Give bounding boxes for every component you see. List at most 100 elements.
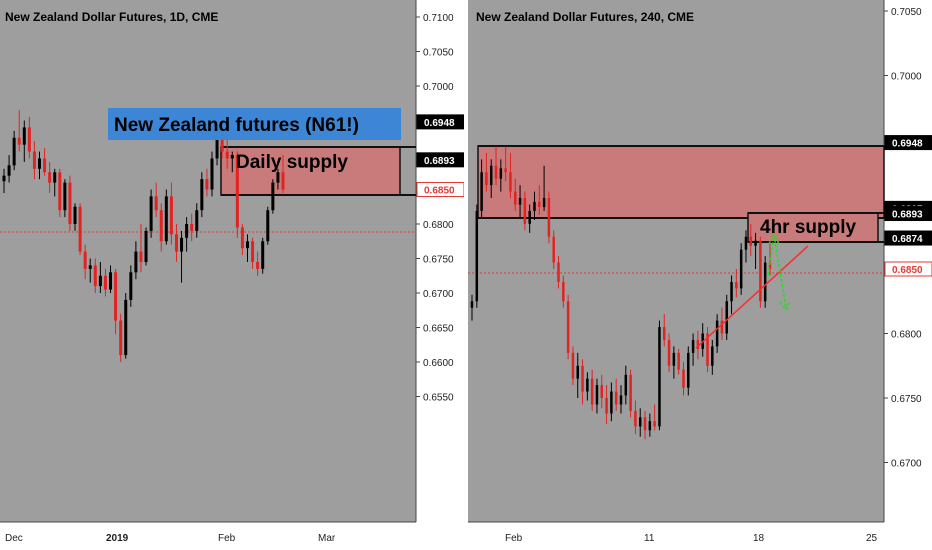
candle-body (744, 236, 748, 250)
candle (687, 346, 690, 396)
time-label-mar: Mar (318, 533, 336, 544)
price-tick-label: 0.6700 (891, 459, 922, 470)
candle-body (174, 234, 178, 252)
arrow-head-down (779, 300, 791, 312)
price-badge-label: 0.6893 (424, 156, 455, 167)
candle (200, 172, 204, 218)
candle (93, 258, 97, 293)
candle (763, 256, 767, 308)
candle (586, 372, 589, 401)
chart-panel-4h: 0.7050 0.7000 0.6800 0.6750 0.6700 New Zeala… (468, 0, 932, 550)
n61-label: New Zealand futures (N61!) (114, 115, 359, 136)
candle (63, 179, 67, 218)
candle (195, 203, 199, 238)
price-badge (884, 206, 932, 222)
time-label-feb: Feb (505, 533, 523, 544)
candle-body (475, 210, 479, 302)
daily-supply-zone (477, 145, 885, 219)
candle (677, 348, 680, 375)
price-tick-label: 0.7050 (423, 48, 454, 59)
candle (48, 161, 52, 193)
candle-body (124, 299, 128, 356)
chart-title: New Zealand Dollar Futures, 1D, CME (5, 10, 218, 24)
candle-body (509, 172, 512, 192)
time-axis (0, 522, 416, 550)
candle (205, 168, 209, 197)
candle-body (586, 378, 589, 392)
candle-body (53, 172, 57, 183)
candle-body (571, 352, 575, 379)
candle-body (78, 206, 82, 252)
candle (739, 243, 743, 295)
candle-body (663, 327, 666, 340)
candle (281, 155, 285, 193)
candle-body (715, 320, 719, 347)
candle-body (190, 224, 194, 231)
candle-body (139, 251, 143, 262)
candle-body (629, 374, 632, 411)
price-badge-label: 0.6850 (892, 265, 923, 276)
candle-body (7, 165, 11, 176)
chart-title: New Zealand Dollar Futures, 240, CME (476, 10, 694, 24)
candle-body (763, 262, 767, 302)
candle-body (523, 198, 527, 224)
candle-body (149, 196, 153, 231)
candle-body (22, 127, 26, 145)
candle-body (677, 352, 680, 370)
candle (139, 224, 143, 273)
candle-body (566, 301, 570, 353)
candle (590, 369, 594, 411)
candle-body (691, 339, 695, 353)
candle (154, 182, 158, 218)
candle-body (119, 320, 123, 356)
time-axis (468, 522, 884, 550)
candle-body (739, 249, 743, 289)
candle (499, 159, 503, 192)
candle (749, 223, 753, 257)
candle (68, 175, 72, 231)
candle-body (759, 240, 762, 302)
price-tick-label: 0.7050 (891, 7, 922, 18)
candle (735, 269, 738, 298)
candle (504, 146, 507, 182)
candle-body (251, 241, 255, 262)
candle-body (200, 179, 204, 211)
price-tick-labels: 0.7050 0.7000 0.6800 0.6750 0.6700 (884, 7, 922, 470)
candle-body (547, 198, 551, 237)
candle-body (600, 385, 604, 398)
price-badge (884, 261, 932, 277)
candle (610, 382, 613, 422)
candle-body (38, 158, 42, 169)
candle-body (533, 201, 536, 211)
candle (240, 224, 244, 256)
candle (185, 217, 189, 252)
candle-body (581, 365, 584, 392)
candle (600, 374, 604, 409)
candle (638, 408, 642, 437)
candle-body (215, 130, 219, 159)
candle (754, 232, 757, 269)
candle-body (32, 151, 36, 169)
price-badge (416, 152, 464, 168)
candle (711, 339, 714, 375)
candle (619, 385, 623, 414)
candle (58, 168, 62, 218)
candle (144, 227, 148, 266)
trendline (695, 245, 809, 349)
candle (210, 151, 214, 197)
candle (480, 159, 483, 218)
candle (149, 189, 153, 238)
candle-body (538, 201, 541, 208)
candle-body (494, 165, 498, 179)
candle-body (552, 236, 555, 263)
candle (134, 241, 138, 280)
candle-body (528, 210, 531, 224)
candle-body (159, 210, 163, 242)
price-badge (884, 135, 932, 151)
candle (614, 378, 618, 411)
candle-body (725, 301, 728, 334)
candle-body (638, 417, 642, 427)
time-labels: Feb 11 18 25 (505, 533, 878, 544)
price-tick-label: 0.7000 (423, 82, 454, 93)
